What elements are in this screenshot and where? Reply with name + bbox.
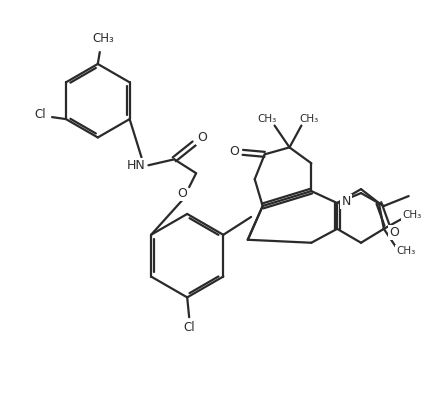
Text: N: N — [342, 194, 351, 208]
Text: CH₃: CH₃ — [300, 113, 319, 124]
Text: O: O — [389, 226, 399, 239]
Text: CH₃: CH₃ — [402, 210, 421, 220]
Text: O: O — [229, 145, 239, 158]
Text: O: O — [197, 131, 207, 144]
Text: CH₃: CH₃ — [396, 246, 415, 256]
Text: Cl: Cl — [183, 321, 195, 334]
Text: CH₃: CH₃ — [257, 113, 276, 124]
Text: HN: HN — [127, 159, 146, 172]
Text: Cl: Cl — [34, 108, 46, 120]
Text: CH₃: CH₃ — [92, 32, 113, 45]
Text: O: O — [177, 187, 187, 200]
